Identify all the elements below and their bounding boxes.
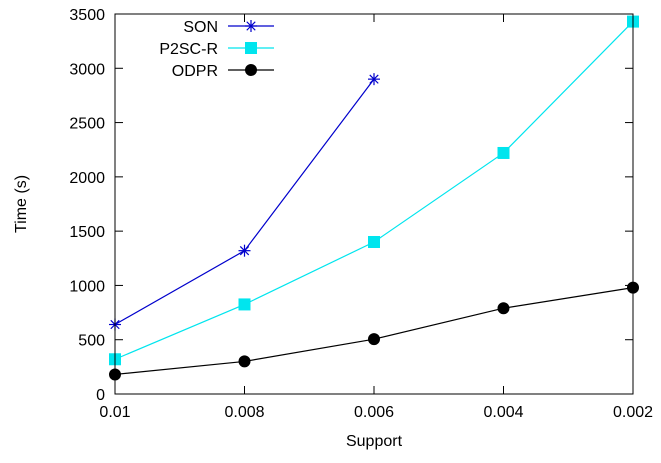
y-axis-title: Time (s) xyxy=(13,175,30,233)
data-point xyxy=(497,302,510,315)
series-son xyxy=(109,73,380,331)
legend-label: ODPR xyxy=(172,63,218,80)
series-line xyxy=(114,287,634,376)
series-line xyxy=(114,78,375,326)
y-tick-label: 500 xyxy=(78,333,105,350)
series-odpr xyxy=(109,281,639,381)
x-tick-label: 0.01 xyxy=(99,404,130,421)
plot-frame xyxy=(114,13,634,395)
y-tick-label: 1500 xyxy=(69,224,105,241)
y-tick-label: 3500 xyxy=(69,7,105,24)
legend-entry: SON xyxy=(183,19,274,36)
data-point xyxy=(368,333,380,346)
legend: SON P2SC-R ODPR xyxy=(159,19,274,80)
y-tick-label: 1000 xyxy=(69,278,105,295)
data-point xyxy=(238,298,251,311)
legend-marker xyxy=(245,42,257,54)
y-tick-label: 2500 xyxy=(69,116,105,133)
legend-marker xyxy=(245,64,257,76)
y-tick-label: 0 xyxy=(96,387,105,404)
y-tick-label: 3000 xyxy=(69,61,105,78)
legend-entry: ODPR xyxy=(172,63,274,80)
data-point xyxy=(368,73,380,86)
x-axis-title: Support xyxy=(346,433,403,450)
data-point xyxy=(238,244,251,257)
legend-label: SON xyxy=(183,19,218,36)
x-tick-label: 0.004 xyxy=(483,404,523,421)
legend-label: P2SC-R xyxy=(159,41,218,58)
legend-entry: P2SC-R xyxy=(159,41,274,58)
data-point xyxy=(238,355,251,368)
legend-marker xyxy=(245,20,257,32)
data-point xyxy=(497,146,510,159)
x-tick-label: 0.002 xyxy=(613,404,653,421)
data-point xyxy=(368,236,380,248)
x-tick-label: 0.008 xyxy=(224,404,264,421)
x-tick-label: 0.006 xyxy=(354,404,394,421)
tick-layer: 0 500 1000 1500 2000 2500 3000 3500 0.01 0.008 0.0… xyxy=(69,7,653,421)
y-tick-label: 2000 xyxy=(69,170,105,187)
